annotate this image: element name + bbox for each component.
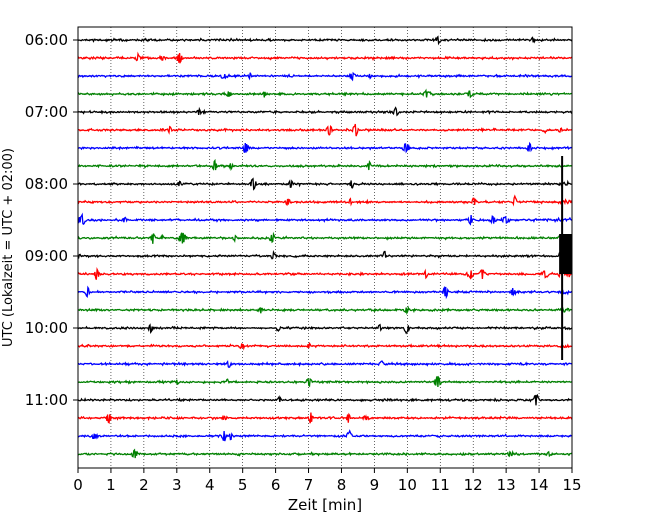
y-tick-label: 10:00 [25, 319, 68, 337]
x-tick-label: 15 [562, 476, 581, 494]
trace-line [77, 177, 573, 191]
x-tick-label: 8 [337, 476, 347, 494]
trace-line [77, 158, 573, 171]
x-axis-label: Zeit [min] [288, 496, 362, 514]
x-tick-label: 4 [205, 476, 215, 494]
x-axis: 0 1 2 3 4 5 6 7 8 9 10 11 12 13 14 15 [73, 468, 582, 494]
trace-line [77, 285, 573, 300]
x-tick-label: 0 [73, 476, 83, 494]
trace-line [77, 412, 573, 425]
x-tick-label: 7 [304, 476, 314, 494]
trace-line [77, 323, 573, 335]
x-tick-label: 6 [271, 476, 281, 494]
trace-line [77, 359, 573, 369]
y-tick-label: 08:00 [25, 175, 68, 193]
x-tick-label: 14 [530, 476, 549, 494]
x-tick-label: 10 [398, 476, 417, 494]
trace-line [77, 305, 573, 315]
trace-line [77, 249, 573, 264]
trace-line [77, 71, 573, 82]
y-tick-label: 09:00 [25, 247, 68, 265]
seismic-traces [77, 35, 573, 459]
trace-line [77, 448, 573, 459]
plot-frame [77, 26, 573, 469]
y-tick-label: 11:00 [25, 391, 68, 409]
trace-line [77, 123, 573, 137]
x-tick-label: 2 [139, 476, 149, 494]
trace-line [77, 88, 573, 99]
x-tick-label: 12 [464, 476, 483, 494]
x-tick-label: 3 [172, 476, 182, 494]
x-tick-label: 1 [106, 476, 116, 494]
trace-line [77, 106, 573, 117]
trace-line [77, 267, 573, 280]
y-tick-label: 07:00 [25, 103, 68, 121]
x-tick-label: 13 [497, 476, 516, 494]
trace-line [77, 231, 573, 244]
trace-line [77, 375, 573, 388]
trace-line [77, 35, 573, 46]
trace-line [77, 51, 572, 65]
trace-line [77, 141, 573, 154]
event-peak [559, 234, 573, 274]
trace-line [77, 429, 573, 442]
y-axis: 06:00 07:00 08:00 09:00 10:00 11:00 [25, 31, 78, 409]
y-tick-label: 06:00 [25, 31, 68, 49]
trace-line [77, 212, 573, 226]
trace-line [77, 394, 573, 406]
x-tick-label: 5 [238, 476, 248, 494]
x-tick-label: 9 [370, 476, 380, 494]
trace-line [77, 341, 573, 351]
y-axis-label: UTC (Lokalzeit = UTC + 02:00) [1, 148, 16, 347]
x-tick-label: 11 [431, 476, 450, 494]
trace-line [77, 194, 573, 207]
